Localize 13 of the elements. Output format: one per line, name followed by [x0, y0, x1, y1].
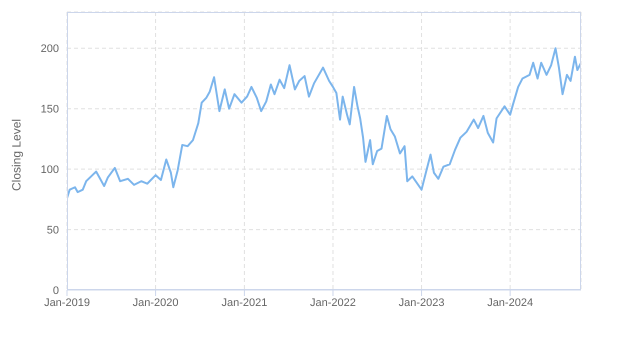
line-series [67, 47, 581, 200]
x-tick-label: Jan-2024 [487, 296, 534, 309]
x-tick-label: Jan-2021 [221, 296, 268, 309]
y-tick-label: 100 [40, 164, 59, 176]
x-tick-label: Jan-2023 [398, 296, 444, 309]
y-tick-label: 50 [46, 224, 59, 236]
y-tick-label: 150 [40, 104, 59, 116]
y-tick-label: 200 [40, 43, 59, 56]
x-tick-label: Jan-2022 [310, 296, 356, 309]
y-axis-title: Closing Level [9, 118, 24, 191]
x-tick-label: Jan-2020 [132, 296, 179, 309]
y-tick-label: 0 [52, 284, 59, 297]
x-tick-label: Jan-2019 [44, 296, 90, 309]
